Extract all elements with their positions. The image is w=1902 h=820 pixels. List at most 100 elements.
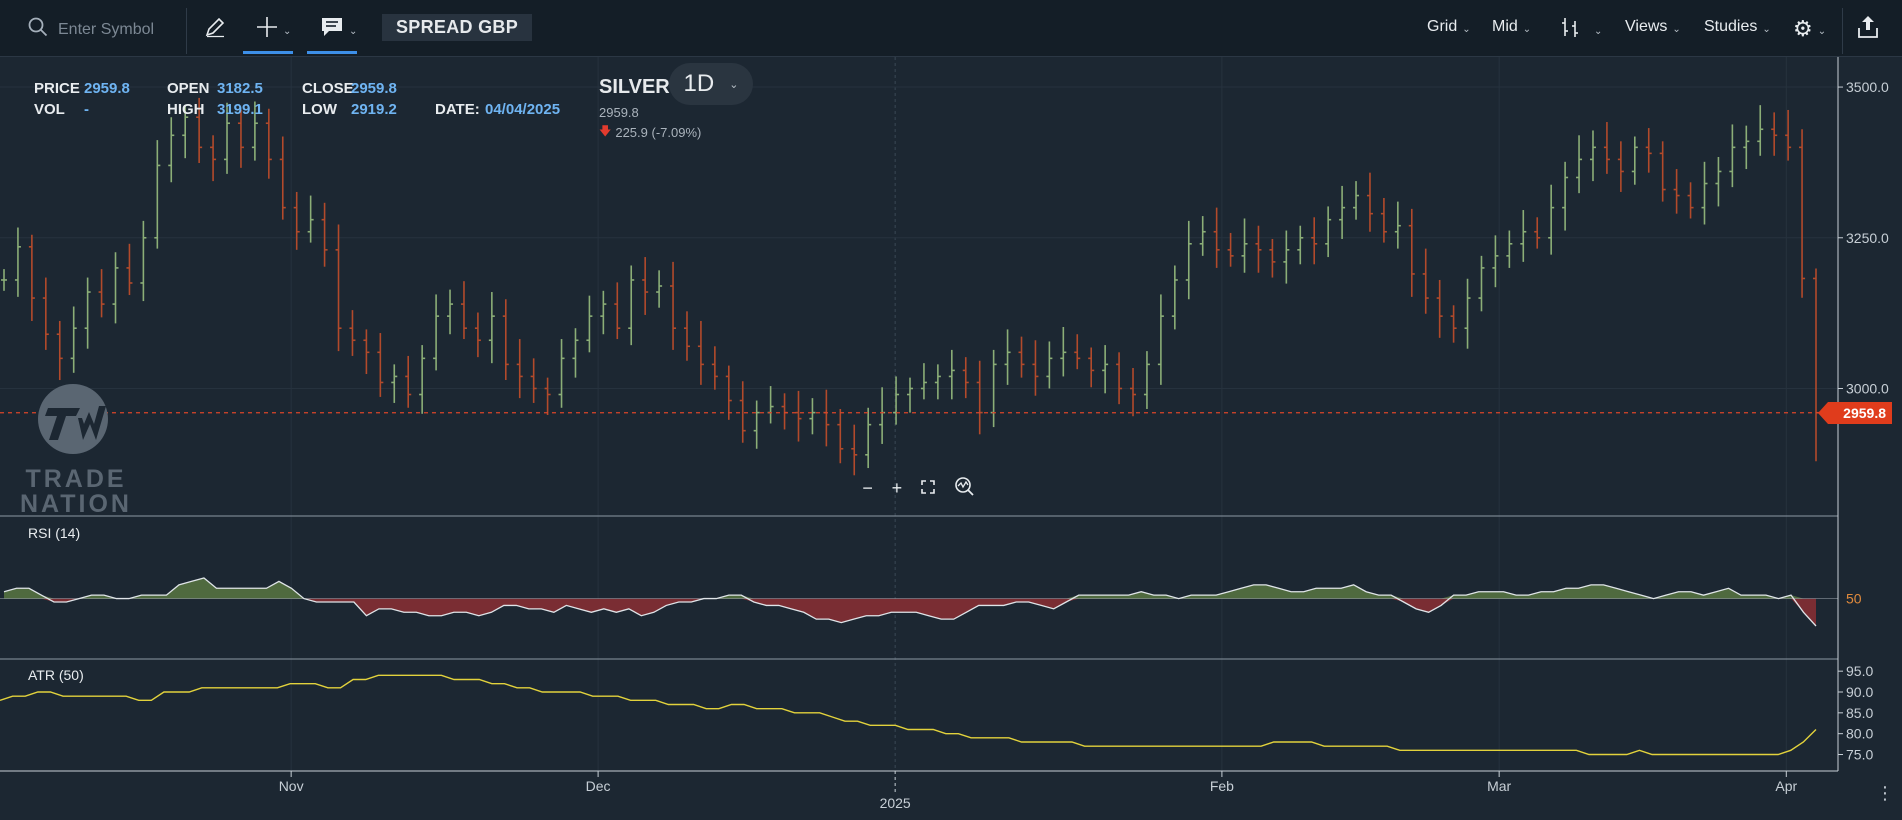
annotation-tool-button[interactable]: ⌄ xyxy=(320,16,357,43)
share-button[interactable] xyxy=(1856,14,1880,45)
settings-menu[interactable]: ⚙ ⌄ xyxy=(1793,16,1826,42)
ohlc-bar xyxy=(1813,268,1819,462)
views-menu[interactable]: Views ⌄ xyxy=(1625,18,1681,36)
ohlc-bar xyxy=(725,365,732,420)
ohlc-bar xyxy=(558,339,565,408)
ohlc-bar xyxy=(377,333,384,397)
price-label: PRICE xyxy=(34,80,80,97)
axes: Nov Dec 2025 Feb Mar Apr 3500.0 3250.0 3000.0 50 9… xyxy=(0,57,1889,811)
annotation-active-indicator xyxy=(307,51,357,54)
ohlc-bar xyxy=(251,101,258,161)
grid-menu[interactable]: Grid ⌄ xyxy=(1427,18,1471,36)
down-arrow-icon: 🡇 xyxy=(599,124,612,138)
trade-nation-logo: TRADE NATION xyxy=(18,382,134,517)
ohlc-bar xyxy=(1325,206,1332,258)
ohlc-bar xyxy=(1213,207,1220,268)
time-label: Dec xyxy=(586,778,611,794)
more-options-icon[interactable]: ⋮ xyxy=(1876,783,1894,803)
watermark-line2: NATION xyxy=(20,490,132,518)
ohlc-bar xyxy=(42,277,49,350)
symbol-search[interactable]: Enter Symbol xyxy=(28,17,154,42)
ohlc-bar xyxy=(56,320,63,381)
ohlc-bar xyxy=(934,364,941,400)
ohlc-bar xyxy=(753,400,760,449)
ohlc-bar xyxy=(1157,294,1164,385)
ohlc-bar xyxy=(1185,220,1192,300)
gear-icon: ⚙ xyxy=(1793,16,1813,41)
ohlc-bar xyxy=(1645,128,1652,173)
atr-tick-label: 75.0 xyxy=(1846,747,1873,763)
atr-tick-label: 95.0 xyxy=(1846,663,1873,679)
fit-screen-button[interactable] xyxy=(921,478,935,499)
atr-label: ATR (50) xyxy=(28,667,84,683)
draw-tool-button[interactable] xyxy=(204,16,226,43)
mid-menu[interactable]: Mid ⌄ xyxy=(1492,18,1531,36)
ohlc-bar xyxy=(1339,185,1346,239)
ohlc-bar xyxy=(962,357,969,399)
ohlc-bar xyxy=(112,252,119,324)
share-icon xyxy=(1856,14,1880,45)
ohlc-bar xyxy=(210,135,217,182)
instrument-mode-badge[interactable]: SPREAD GBP xyxy=(382,14,533,41)
atr-tick-label: 85.0 xyxy=(1846,705,1873,721)
ohlc-bar xyxy=(1603,122,1610,174)
toolbar-divider xyxy=(1842,8,1843,54)
ohlc-bar xyxy=(84,277,91,349)
ohlc-bar xyxy=(600,290,607,335)
zoom-in-button[interactable]: + xyxy=(891,477,903,498)
studies-menu[interactable]: Studies ⌄ xyxy=(1704,18,1771,36)
ohlc-bar xyxy=(1743,125,1750,170)
price-pane xyxy=(0,97,1838,476)
close-value: 2959.8 xyxy=(351,80,397,97)
vol-value: - xyxy=(84,101,89,118)
time-label: Feb xyxy=(1210,778,1234,794)
high-label: HIGH xyxy=(167,101,205,118)
grid-menu-label: Grid xyxy=(1427,18,1458,35)
chevron-down-icon: ⌄ xyxy=(729,78,739,91)
price-tick-label: 3500.0 xyxy=(1846,79,1889,95)
low-label: LOW xyxy=(302,101,337,118)
chevron-down-icon: ⌄ xyxy=(1762,23,1771,35)
low-value: 2919.2 xyxy=(351,101,397,118)
ohlc-bar xyxy=(1576,135,1583,194)
price-change-value: 225.9 (-7.09%) xyxy=(615,125,702,140)
last-price-tag: 2959.8 xyxy=(1818,401,1892,424)
ohlc-bar xyxy=(1589,130,1596,182)
chart-canvas[interactable]: Nov Dec 2025 Feb Mar Apr 3500.0 3250.0 3000.0 50 9… xyxy=(0,57,1902,820)
ohlc-bar xyxy=(1143,351,1150,409)
ohlc-bar xyxy=(1032,340,1039,396)
ohlc-bar xyxy=(1116,352,1123,405)
time-label: Apr xyxy=(1775,778,1797,794)
timeframe-selector[interactable]: 1D ⌄ xyxy=(669,63,753,105)
ohlc-bar xyxy=(907,377,913,413)
ohlc-bar xyxy=(1046,341,1053,389)
ohlc-bar xyxy=(920,363,927,400)
price-value: 2959.8 xyxy=(84,80,130,97)
ohlc-bar xyxy=(1492,235,1499,288)
ohlc-bar xyxy=(795,390,802,442)
search-input[interactable]: Enter Symbol xyxy=(58,20,155,38)
ohlc-bar xyxy=(823,389,830,447)
ohlc-bar xyxy=(1074,334,1081,370)
high-value: 3199.1 xyxy=(217,101,263,118)
reset-zoom-button[interactable] xyxy=(954,476,974,501)
crosshair-icon xyxy=(256,16,278,43)
rsi-overbought-fill xyxy=(4,578,1816,599)
ohlc-bar xyxy=(948,349,955,400)
atr-tick-label: 90.0 xyxy=(1846,684,1873,700)
ohlc-bar xyxy=(307,195,314,243)
atr-tick-label: 80.0 xyxy=(1846,726,1873,742)
crosshair-tool-button[interactable]: ⌄ xyxy=(256,16,291,43)
ohlc-bar xyxy=(642,257,649,315)
chart-type-menu[interactable]: ⌄ xyxy=(1560,16,1602,43)
ohlc-bar xyxy=(1464,278,1471,349)
chevron-down-icon: ⌄ xyxy=(349,26,358,37)
time-label: Nov xyxy=(279,778,304,794)
zoom-out-button[interactable]: − xyxy=(862,477,873,498)
last-price: 2959.8 xyxy=(599,105,639,120)
open-label: OPEN xyxy=(167,80,210,97)
timeframe-label: 1D xyxy=(683,70,715,97)
ohlc-bar xyxy=(656,270,663,308)
chevron-down-icon: ⌄ xyxy=(1522,23,1532,35)
ohlc-bar xyxy=(1199,216,1206,256)
